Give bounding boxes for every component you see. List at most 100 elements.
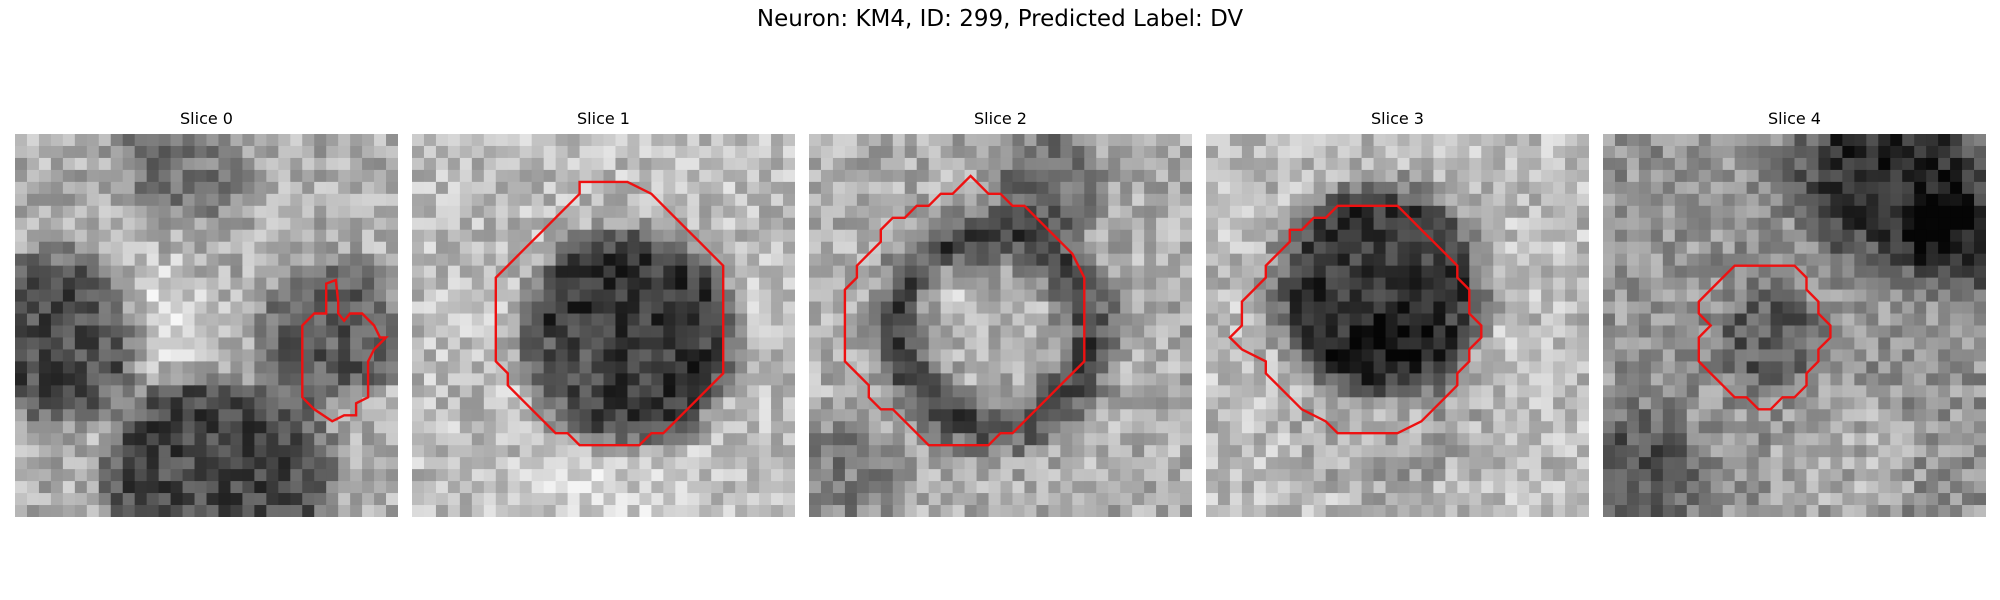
- pixel: [1541, 277, 1554, 291]
- pixel: [435, 409, 449, 422]
- pixel: [1457, 241, 1470, 255]
- pixel: [423, 313, 437, 326]
- pixel: [326, 349, 339, 362]
- pixel: [50, 313, 64, 326]
- pixel: [230, 505, 243, 517]
- pixel: [50, 469, 64, 482]
- pixel: [1662, 265, 1676, 279]
- pixel: [242, 373, 255, 386]
- pixel: [675, 193, 688, 207]
- pixel: [916, 301, 930, 315]
- pixel: [110, 349, 124, 362]
- pixel: [254, 217, 267, 231]
- pixel: [1072, 145, 1085, 159]
- pixel: [110, 265, 124, 279]
- pixel: [1493, 181, 1506, 195]
- pixel: [1373, 337, 1387, 350]
- pixel: [194, 134, 207, 147]
- pixel: [1722, 241, 1736, 255]
- pixel: [892, 505, 906, 517]
- pixel: [1433, 157, 1446, 171]
- pixel: [1120, 385, 1133, 398]
- pixel: [495, 505, 509, 517]
- pixel: [423, 205, 437, 219]
- pixel: [1662, 385, 1676, 398]
- pixel: [1529, 181, 1542, 195]
- pixel: [1229, 469, 1243, 482]
- pixel: [1830, 409, 1843, 422]
- pixel: [1722, 157, 1736, 171]
- pixel: [809, 397, 822, 410]
- pixel: [916, 229, 930, 243]
- pixel: [350, 265, 363, 279]
- pixel: [820, 409, 834, 422]
- pixel: [350, 253, 363, 267]
- pixel: [832, 457, 846, 470]
- pixel: [1974, 181, 1986, 195]
- pixel: [543, 457, 557, 470]
- pixel: [1206, 457, 1219, 470]
- pixel: [1120, 134, 1133, 147]
- pixel: [603, 253, 616, 267]
- pixel: [1950, 265, 1963, 279]
- pixel: [1890, 325, 1903, 338]
- pixel: [964, 493, 978, 506]
- pixel: [206, 181, 219, 195]
- pixel: [122, 373, 136, 386]
- pixel: [651, 253, 664, 267]
- pixel: [1541, 373, 1554, 386]
- pixel: [1794, 241, 1807, 255]
- pixel: [1253, 265, 1267, 279]
- pixel: [158, 505, 172, 517]
- pixel: [1866, 289, 1879, 303]
- pixel: [1950, 181, 1963, 195]
- pixel: [1674, 253, 1688, 267]
- pixel: [1036, 181, 1049, 195]
- pixel: [386, 181, 398, 195]
- pixel: [1120, 505, 1133, 517]
- pixel: [230, 301, 243, 315]
- pixel: [531, 265, 545, 279]
- pixel: [1746, 277, 1760, 291]
- pixel: [1493, 409, 1506, 422]
- pixel: [1397, 277, 1410, 291]
- pixel: [412, 229, 425, 243]
- pixel: [278, 505, 291, 517]
- pixel: [988, 229, 1001, 243]
- pixel: [1048, 421, 1061, 434]
- pixel: [759, 169, 772, 183]
- pixel: [1974, 289, 1986, 303]
- pixel: [495, 349, 509, 362]
- pixel: [1469, 325, 1482, 338]
- pixel: [1553, 325, 1566, 338]
- pixel: [904, 409, 918, 422]
- pixel: [892, 265, 906, 279]
- pixel: [242, 313, 255, 326]
- pixel: [1313, 337, 1327, 350]
- pixel: [412, 265, 425, 279]
- pixel: [735, 361, 748, 374]
- pixel: [1770, 421, 1784, 434]
- pixel: [146, 313, 160, 326]
- pixel: [1890, 445, 1903, 458]
- pixel: [447, 253, 461, 267]
- pixel: [1277, 265, 1291, 279]
- pixel: [290, 397, 303, 410]
- pixel: [832, 134, 846, 147]
- pixel: [1541, 313, 1554, 326]
- pixel: [1746, 205, 1760, 219]
- pixel: [952, 217, 966, 231]
- pixel: [940, 205, 954, 219]
- pixel: [663, 289, 676, 303]
- pixel: [1072, 481, 1085, 494]
- pixel: [290, 289, 303, 303]
- pixel: [603, 134, 616, 147]
- pixel: [26, 325, 40, 338]
- pixel: [1890, 134, 1903, 147]
- pixel: [567, 445, 581, 458]
- pixel: [567, 313, 581, 326]
- pixel: [110, 229, 124, 243]
- pixel: [447, 157, 461, 171]
- pixel: [495, 325, 509, 338]
- pixel: [254, 134, 267, 147]
